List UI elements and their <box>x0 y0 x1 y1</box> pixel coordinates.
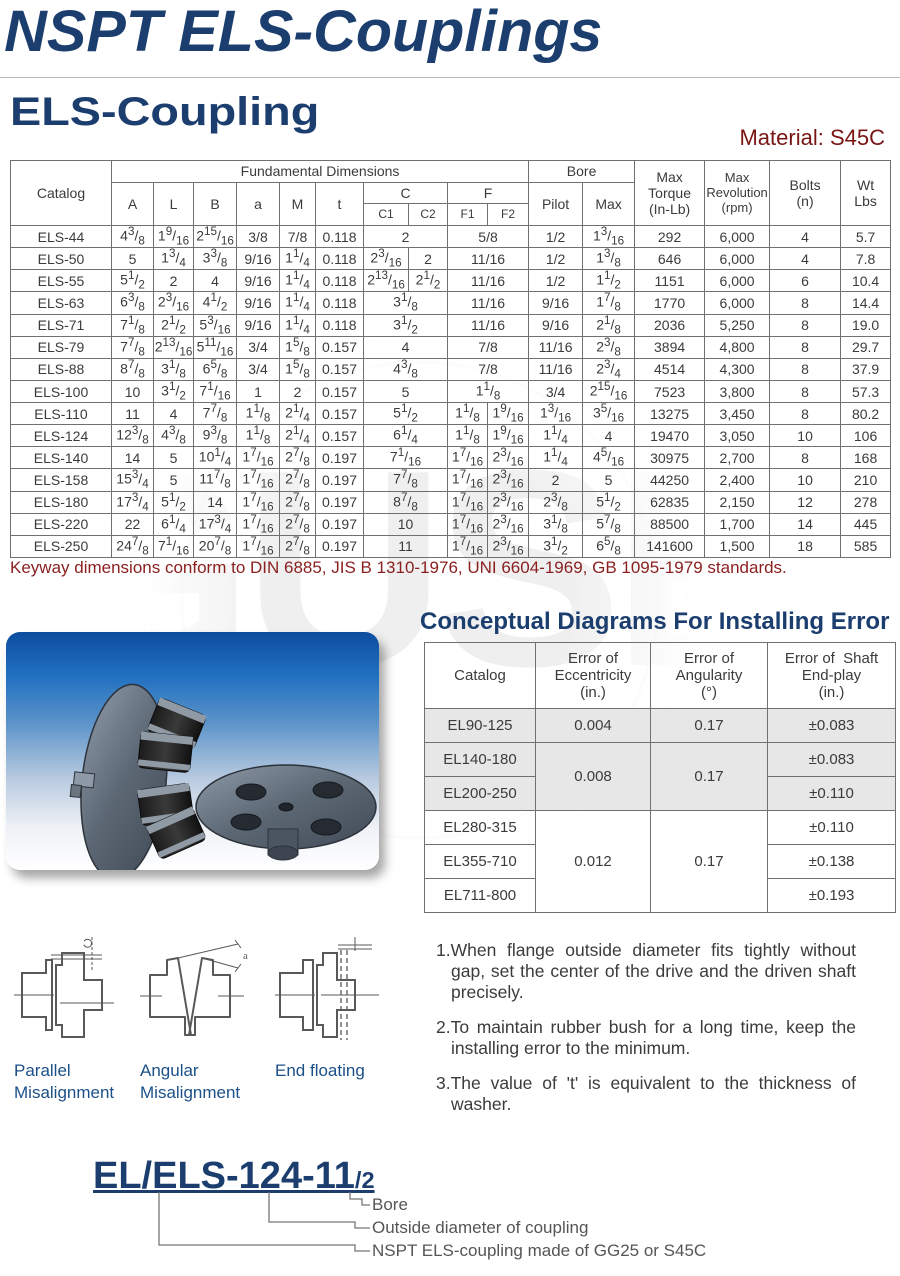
svg-text:Outside diameter of coupling: Outside diameter of coupling <box>372 1218 588 1237</box>
svg-text:Bore: Bore <box>372 1195 408 1214</box>
svg-text:NSPT ELS-coupling made of GG25: NSPT ELS-coupling made of GG25 or S45C <box>372 1241 706 1260</box>
